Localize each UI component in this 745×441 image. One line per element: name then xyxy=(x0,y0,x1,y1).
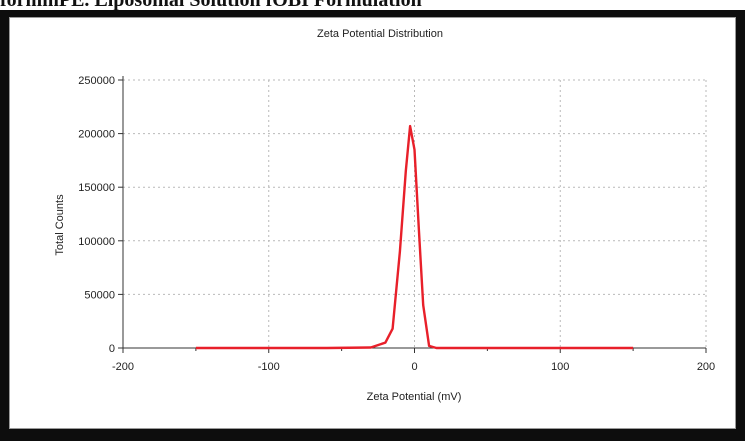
y-tick-label: 150000 xyxy=(78,182,115,194)
chart-title: Zeta Potential Distribution xyxy=(317,28,443,40)
y-tick-label: 50000 xyxy=(84,289,115,301)
chart-panel: Zeta Potential Distribution Zeta Potenti… xyxy=(9,17,736,429)
x-tick-label: 0 xyxy=(411,361,417,373)
x-axis-label: Zeta Potential (mV) xyxy=(367,391,462,403)
axis-layer: -200 -100 0 100 200 0 50000 100000 150000 200000 2… xyxy=(78,75,715,373)
x-tick-label: -100 xyxy=(258,361,280,373)
y-tick-label: 250000 xyxy=(78,75,115,87)
x-tick-label: 200 xyxy=(697,361,715,373)
y-tick-label: 100000 xyxy=(78,236,115,248)
y-tick-label: 0 xyxy=(109,343,115,355)
distribution-line xyxy=(195,124,634,350)
figure-caption: formmPE. Liposomal Solution fOBI Formula… xyxy=(0,0,422,11)
y-tick-label: 200000 xyxy=(78,129,115,141)
x-tick-label: -200 xyxy=(112,361,134,373)
zeta-potential-chart: Zeta Potential Distribution Zeta Potenti… xyxy=(54,28,715,403)
grid-layer xyxy=(123,79,707,348)
y-axis-label: Total Counts xyxy=(54,194,66,256)
x-tick-label: 100 xyxy=(551,361,569,373)
series-layer xyxy=(195,124,634,350)
